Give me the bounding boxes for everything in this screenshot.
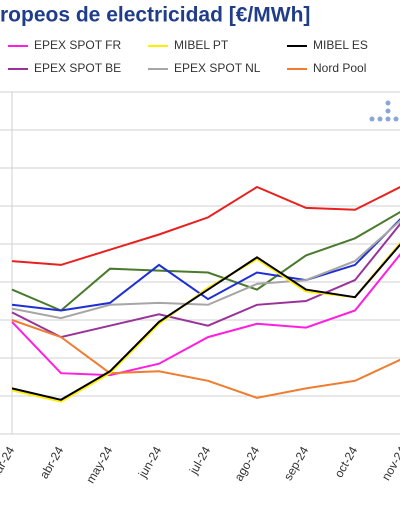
x-tick-label: mar-24: [0, 444, 18, 484]
legend-label: MIBEL ES: [313, 38, 368, 52]
x-tick-label: oct-24: [332, 444, 361, 480]
legend-label: MIBEL PT: [174, 38, 229, 52]
series-line: [11, 243, 400, 401]
legend-label: EPEX SPOT BE: [34, 61, 121, 75]
series-line: [11, 219, 400, 320]
series-line: [11, 185, 400, 266]
logo: [369, 100, 399, 122]
chart-title: ropeos de electricidad [€/MWh]: [0, 4, 310, 27]
series-line: [11, 319, 400, 399]
series-line: [11, 253, 400, 377]
series-line: [11, 218, 400, 312]
x-tick-label: ago-24: [232, 444, 263, 484]
legend-label: Nord Pool: [313, 61, 366, 75]
x-tick-label: may-24: [83, 444, 115, 486]
x-tick-label: abr-24: [37, 444, 67, 481]
x-tick-label: sep-24: [281, 444, 312, 483]
x-tick-label: nov-24: [379, 444, 400, 483]
x-tick-label: jul-24: [186, 444, 213, 478]
x-tick-label: jun-24: [135, 444, 164, 481]
legend-label: EPEX SPOT FR: [34, 38, 121, 52]
series-line: [11, 222, 400, 339]
series-line: [11, 210, 400, 312]
legend-label: EPEX SPOT NL: [174, 61, 261, 75]
